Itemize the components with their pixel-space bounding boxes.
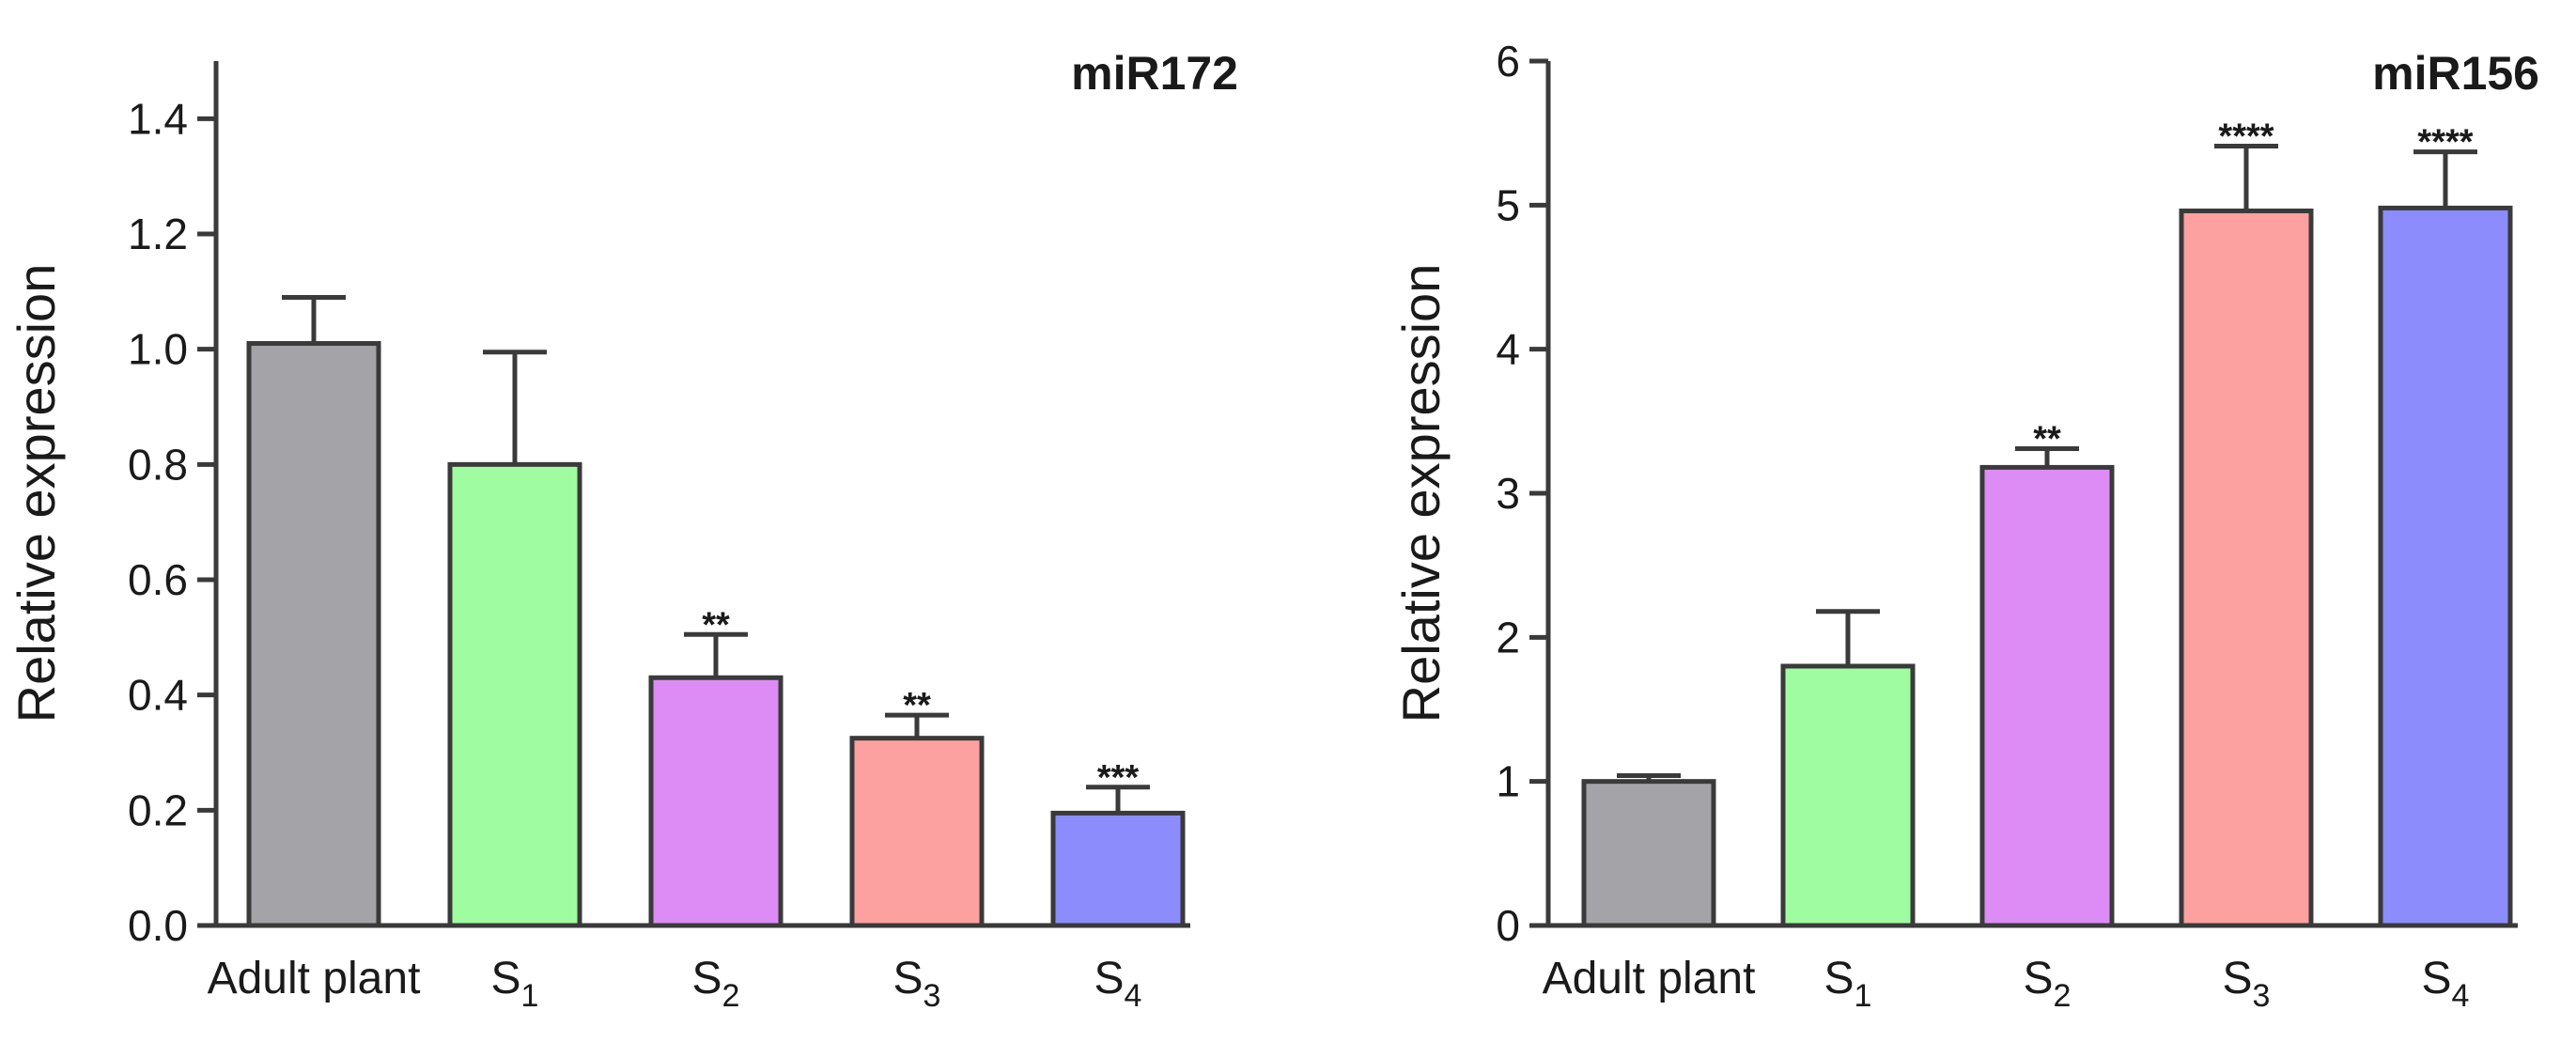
significance-marker: **** <box>2218 117 2273 156</box>
category-base: S <box>692 954 722 1003</box>
category-base: S <box>2223 954 2253 1003</box>
y-tick-label: 3 <box>1496 469 1520 518</box>
y-tick-label: 0.6 <box>128 555 188 604</box>
x-category-label: Adult plant <box>208 954 421 1003</box>
significance-marker: **** <box>2417 123 2473 163</box>
x-category-label: S1 <box>1824 954 1872 1014</box>
x-category-label: S4 <box>2422 954 2470 1014</box>
chart-title: miR156 <box>2372 47 2539 100</box>
y-tick-label: 1 <box>1496 757 1520 806</box>
significance-marker: ** <box>2033 419 2061 459</box>
x-category-label: S3 <box>2223 954 2271 1014</box>
category-base: S <box>2422 954 2452 1003</box>
mir172-chart-panel: 0.0 0.2 0.4 0.6 0.8 1.0 1.2 1.4 Relative express… <box>7 47 1238 1014</box>
y-tick-label: 5 <box>1496 180 1520 229</box>
significance-marker: *** <box>1097 758 1140 798</box>
y-tick-label: 1.4 <box>128 94 188 143</box>
category-subscript: 2 <box>722 978 740 1014</box>
bar-3 <box>648 675 784 928</box>
bar-3 <box>1979 464 2115 928</box>
category-base: S <box>491 954 521 1003</box>
bar-5 <box>1050 810 1186 928</box>
bar-5 <box>2378 205 2513 928</box>
category-base: S <box>893 954 923 1003</box>
category-base: Adult plant <box>208 954 421 1003</box>
y-axis-label: Relative expression <box>7 264 66 723</box>
x-category-label: S2 <box>2024 954 2072 1014</box>
y-tick-label: 6 <box>1496 37 1520 86</box>
category-base: Adult plant <box>1543 954 1756 1003</box>
bar-4 <box>2179 208 2314 928</box>
x-category-label: S2 <box>692 954 740 1014</box>
significance-marker: ** <box>702 605 730 645</box>
y-tick-label: 0.0 <box>128 901 188 950</box>
category-base: S <box>2024 954 2054 1003</box>
mir156-chart-panel: 0 1 2 3 4 5 6 Relative expression miR156 Adult pl… <box>1391 37 2539 1014</box>
x-category-label: Adult plant <box>1543 954 1756 1003</box>
bar-1 <box>1581 779 1716 928</box>
category-subscript: 4 <box>1125 978 1142 1014</box>
category-subscript: 3 <box>2253 978 2271 1014</box>
category-base: S <box>1824 954 1854 1003</box>
bar-2 <box>447 461 582 928</box>
x-category-label: S3 <box>893 954 941 1014</box>
y-tick-label: 1.2 <box>128 210 188 258</box>
category-subscript: 3 <box>923 978 941 1014</box>
category-base: S <box>1094 954 1125 1003</box>
category-subscript: 2 <box>2054 978 2072 1014</box>
y-tick-label: 2 <box>1496 613 1520 661</box>
category-subscript: 4 <box>2452 978 2470 1014</box>
category-subscript: 1 <box>1854 978 1872 1014</box>
y-tick-label: 1.0 <box>128 325 188 374</box>
bar-4 <box>849 736 985 928</box>
chart-title: miR172 <box>1071 47 1238 100</box>
y-tick-label: 0.2 <box>128 785 188 834</box>
x-category-label: S4 <box>1094 954 1142 1014</box>
category-subscript: 1 <box>521 978 539 1014</box>
significance-marker: ** <box>903 686 931 725</box>
y-tick-label: 4 <box>1496 325 1520 374</box>
y-tick-label: 0.8 <box>128 440 188 489</box>
y-tick-label: 0 <box>1496 901 1520 950</box>
bar-1 <box>246 341 381 928</box>
bar-2 <box>1780 663 1916 928</box>
x-category-label: S1 <box>491 954 539 1014</box>
y-tick-label: 0.4 <box>128 671 188 720</box>
y-axis-label: Relative expression <box>1391 264 1451 723</box>
